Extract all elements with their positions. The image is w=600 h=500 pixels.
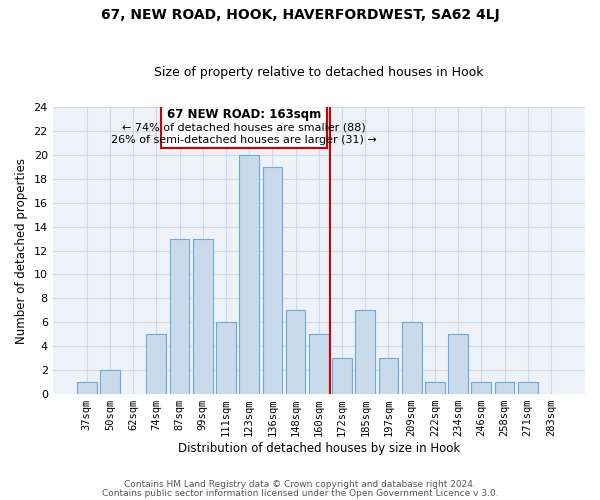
Bar (170, 238, 190, 394)
Bar (193, 238, 212, 394)
Bar (355, 310, 375, 394)
Text: Contains HM Land Registry data © Crown copyright and database right 2024.: Contains HM Land Registry data © Crown c… (124, 480, 476, 489)
Text: 26% of semi-detached houses are larger (31) →: 26% of semi-detached houses are larger (… (111, 135, 377, 145)
Bar (309, 334, 329, 394)
Text: Contains public sector information licensed under the Open Government Licence v : Contains public sector information licen… (101, 489, 499, 498)
Text: 67, NEW ROAD, HOOK, HAVERFORDWEST, SA62 4LJ: 67, NEW ROAD, HOOK, HAVERFORDWEST, SA62 … (101, 8, 499, 22)
Bar (161, 106, 327, 148)
Bar (402, 322, 422, 394)
Bar (448, 334, 468, 394)
Bar (146, 334, 166, 394)
Bar (332, 358, 352, 394)
Title: Size of property relative to detached houses in Hook: Size of property relative to detached ho… (154, 66, 484, 80)
Bar (77, 382, 97, 394)
Bar (494, 382, 514, 394)
X-axis label: Distribution of detached houses by size in Hook: Distribution of detached houses by size … (178, 442, 460, 455)
Bar (425, 382, 445, 394)
Bar (379, 358, 398, 394)
Text: 67 NEW ROAD: 163sqm: 67 NEW ROAD: 163sqm (167, 108, 321, 122)
Bar (216, 322, 236, 394)
Bar (518, 382, 538, 394)
Bar (263, 167, 282, 394)
Bar (472, 382, 491, 394)
Bar (286, 310, 305, 394)
Y-axis label: Number of detached properties: Number of detached properties (15, 158, 28, 344)
Bar (239, 155, 259, 394)
Text: ← 74% of detached houses are smaller (88): ← 74% of detached houses are smaller (88… (122, 122, 366, 132)
Bar (100, 370, 120, 394)
